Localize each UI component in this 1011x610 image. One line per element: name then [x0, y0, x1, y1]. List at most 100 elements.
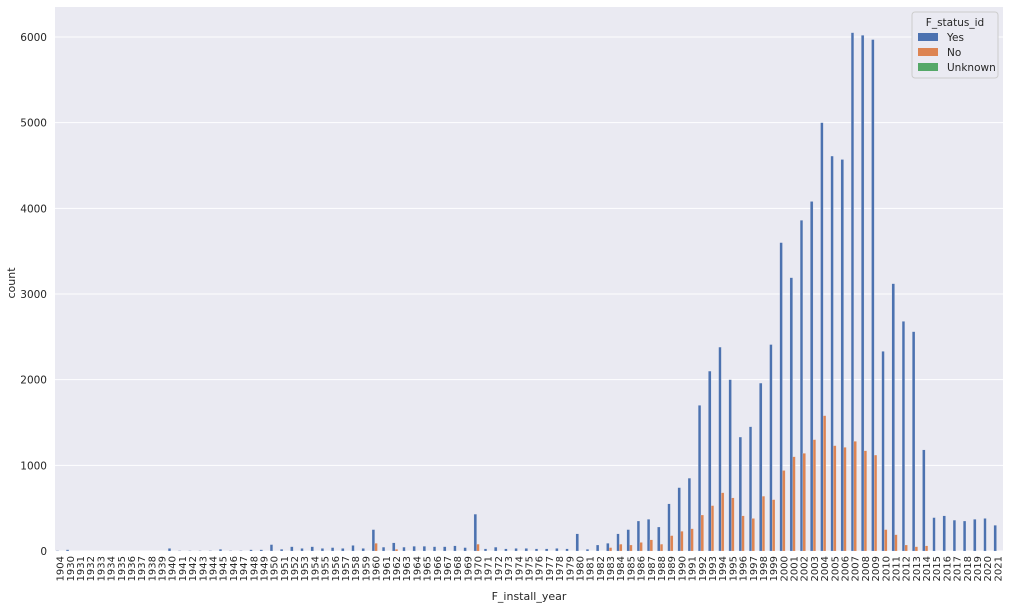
- bar-yes-1950: [270, 545, 273, 551]
- bar-yes-1991: [688, 478, 691, 551]
- bar-no-2007: [854, 441, 857, 551]
- bar-yes-2003: [810, 201, 813, 551]
- bar-yes-1957: [341, 548, 344, 551]
- bar-yes-1986: [637, 521, 640, 551]
- bar-no-2009: [874, 455, 877, 551]
- y-tick-label: 2000: [20, 375, 47, 387]
- bar-yes-2002: [800, 220, 803, 551]
- bar-yes-1967: [443, 547, 446, 551]
- bar-yes-1970: [474, 514, 477, 551]
- plot-background: [55, 7, 1003, 551]
- y-tick-label: 4000: [20, 203, 47, 215]
- bar-yes-1995: [729, 380, 732, 551]
- bar-yes-1964: [413, 546, 416, 551]
- bar-yes-1955: [321, 548, 324, 551]
- bar-yes-2006: [841, 159, 844, 551]
- bar-no-2002: [803, 453, 806, 551]
- bar-no-1999: [772, 500, 775, 551]
- bar-yes-1968: [454, 546, 457, 551]
- bar-no-1988: [660, 544, 663, 551]
- bar-no-1987: [650, 540, 653, 551]
- legend-swatch-yes: [918, 33, 938, 41]
- bar-no-2013: [915, 547, 918, 551]
- bar-yes-2000: [780, 243, 783, 551]
- bar-no-2004: [823, 416, 826, 551]
- bar-yes-2018: [963, 521, 966, 551]
- bar-yes-1973: [505, 549, 508, 551]
- bar-no-1970: [477, 544, 480, 551]
- bar-no-1989: [670, 536, 673, 551]
- bar-yes-2017: [953, 520, 956, 551]
- y-tick-label: 0: [40, 546, 47, 558]
- bar-yes-1953: [301, 548, 304, 551]
- y-tick-label: 5000: [20, 118, 47, 130]
- bar-no-1992: [701, 515, 704, 551]
- bar-yes-1930: [66, 550, 69, 551]
- bar-yes-1972: [494, 547, 497, 551]
- bar-no-1986: [640, 542, 643, 551]
- bar-yes-1966: [433, 547, 436, 551]
- bar-yes-1961: [382, 547, 385, 551]
- legend-label-unknown: Unknown: [947, 62, 996, 74]
- bar-yes-1992: [698, 405, 701, 551]
- bar-yes-1948: [250, 550, 253, 551]
- bar-yes-1998: [759, 383, 762, 551]
- legend-label-no: No: [947, 47, 961, 59]
- bar-yes-2021: [994, 525, 997, 551]
- bar-no-1995: [732, 498, 735, 551]
- bar-yes-1999: [770, 345, 773, 551]
- y-tick-label: 1000: [20, 460, 47, 472]
- bar-no-2008: [864, 451, 867, 551]
- bar-yes-2005: [831, 156, 834, 551]
- legend-title: F_status_id: [926, 17, 984, 29]
- bar-yes-2014: [922, 450, 925, 551]
- bar-yes-1959: [362, 548, 365, 551]
- bar-yes-1975: [525, 548, 528, 551]
- bar-no-2012: [905, 545, 908, 551]
- bar-yes-2004: [821, 123, 824, 551]
- bar-yes-2007: [851, 33, 854, 551]
- bar-yes-1954: [311, 547, 314, 551]
- bar-no-2014: [925, 546, 928, 551]
- bar-no-1985: [630, 545, 633, 551]
- bar-yes-1978: [556, 548, 559, 551]
- bar-yes-2001: [790, 278, 793, 551]
- bar-yes-1981: [586, 549, 589, 551]
- bar-yes-1984: [617, 534, 620, 551]
- bar-yes-1990: [678, 488, 681, 551]
- bar-yes-2009: [872, 40, 875, 551]
- bar-no-1993: [711, 506, 714, 551]
- bar-yes-1949: [260, 550, 263, 551]
- bar-yes-1974: [515, 548, 518, 551]
- y-axis-label: count: [5, 267, 18, 299]
- bar-no-1962: [395, 549, 398, 551]
- bar-yes-1956: [331, 548, 334, 551]
- bar-yes-2020: [984, 518, 987, 551]
- bar-yes-2012: [902, 321, 905, 551]
- y-tick-label: 6000: [20, 32, 47, 44]
- bar-yes-1993: [708, 371, 711, 551]
- bar-no-1996: [742, 516, 745, 551]
- bar-yes-2015: [933, 518, 936, 551]
- x-tick-label: 2021: [993, 556, 1004, 581]
- bar-yes-1965: [423, 546, 426, 551]
- bar-yes-2008: [861, 35, 864, 551]
- bar-yes-1960: [372, 530, 375, 551]
- bar-yes-1988: [657, 527, 660, 551]
- legend-swatch-no: [918, 48, 938, 56]
- bar-yes-1962: [392, 543, 395, 551]
- bar-yes-1971: [484, 549, 487, 551]
- bar-yes-1980: [576, 534, 579, 551]
- bar-yes-1952: [290, 547, 293, 551]
- legend-swatch-unknown: [918, 63, 938, 71]
- bar-yes-2011: [892, 284, 895, 551]
- bar-no-2003: [813, 440, 816, 551]
- bar-no-2006: [844, 447, 847, 551]
- bar-yes-1963: [403, 547, 406, 551]
- bar-yes-1979: [566, 549, 569, 551]
